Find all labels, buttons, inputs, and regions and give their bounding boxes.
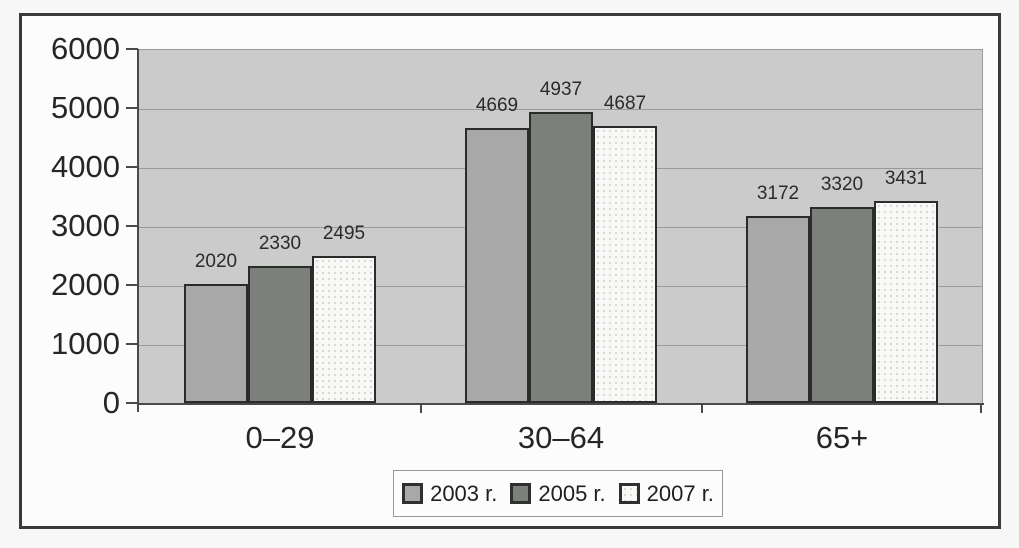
- bar-65+-2003 r.: [746, 216, 810, 403]
- bar-65+-2005 r.: [810, 207, 874, 403]
- y-tick-label: 6000: [51, 31, 120, 66]
- y-tick-mark: [126, 48, 138, 50]
- x-category-label: 65+: [815, 420, 869, 455]
- bar-0–29-2007 r.: [312, 256, 376, 403]
- y-tick-mark: [126, 402, 138, 404]
- y-tick-mark: [126, 284, 138, 286]
- bar-65+-2007 r.: [874, 201, 938, 403]
- y-tick-label: 1000: [51, 326, 120, 361]
- legend-item: 2007 r.: [618, 480, 714, 506]
- y-tick-label: 0: [102, 385, 120, 420]
- bar-value-label: 3172: [756, 183, 800, 204]
- bar-value-label: 2020: [194, 251, 238, 272]
- bar-value-label: 2495: [322, 223, 366, 244]
- legend: 2003 r. 2005 r. 2007 r.: [393, 470, 723, 517]
- legend-label: 2007 r.: [646, 480, 714, 506]
- bar-value-label: 4937: [539, 79, 583, 100]
- x-category-label: 0–29: [245, 420, 315, 455]
- bar-value-label: 4687: [603, 93, 647, 114]
- bar-30–64-2007 r.: [593, 126, 657, 403]
- legend-swatch-2003 r.: [402, 483, 424, 504]
- y-axis-line: [137, 49, 139, 412]
- bar-value-label: 2330: [258, 233, 302, 254]
- bar-value-label: 3320: [820, 174, 864, 195]
- bar-0–29-2005 r.: [248, 266, 312, 403]
- y-tick-mark: [126, 225, 138, 227]
- bar-value-label: 3431: [884, 168, 928, 189]
- legend-item: 2005 r.: [510, 480, 606, 506]
- y-tick-mark: [126, 166, 138, 168]
- y-tick-label: 3000: [51, 208, 120, 243]
- x-tick-mark: [980, 405, 982, 413]
- y-tick-mark: [126, 343, 138, 345]
- bar-0–29-2003 r.: [184, 284, 248, 403]
- legend-item: 2003 r.: [402, 480, 498, 506]
- legend-swatch-2007 r.: [618, 483, 640, 504]
- gridline: [139, 109, 982, 110]
- legend-label: 2003 r.: [430, 480, 498, 506]
- y-tick-label: 2000: [51, 267, 120, 302]
- bar-30–64-2003 r.: [465, 128, 529, 403]
- y-tick-mark: [126, 107, 138, 109]
- bar-value-label: 4669: [475, 95, 519, 116]
- legend-swatch-2005 r.: [510, 483, 532, 504]
- x-tick-mark: [701, 405, 703, 413]
- x-axis-line: [137, 403, 984, 405]
- bar-30–64-2005 r.: [529, 112, 593, 403]
- y-tick-label: 4000: [51, 149, 120, 184]
- x-tick-mark: [420, 405, 422, 413]
- x-category-label: 30–64: [517, 420, 605, 455]
- legend-label: 2005 r.: [538, 480, 606, 506]
- y-tick-label: 5000: [51, 90, 120, 125]
